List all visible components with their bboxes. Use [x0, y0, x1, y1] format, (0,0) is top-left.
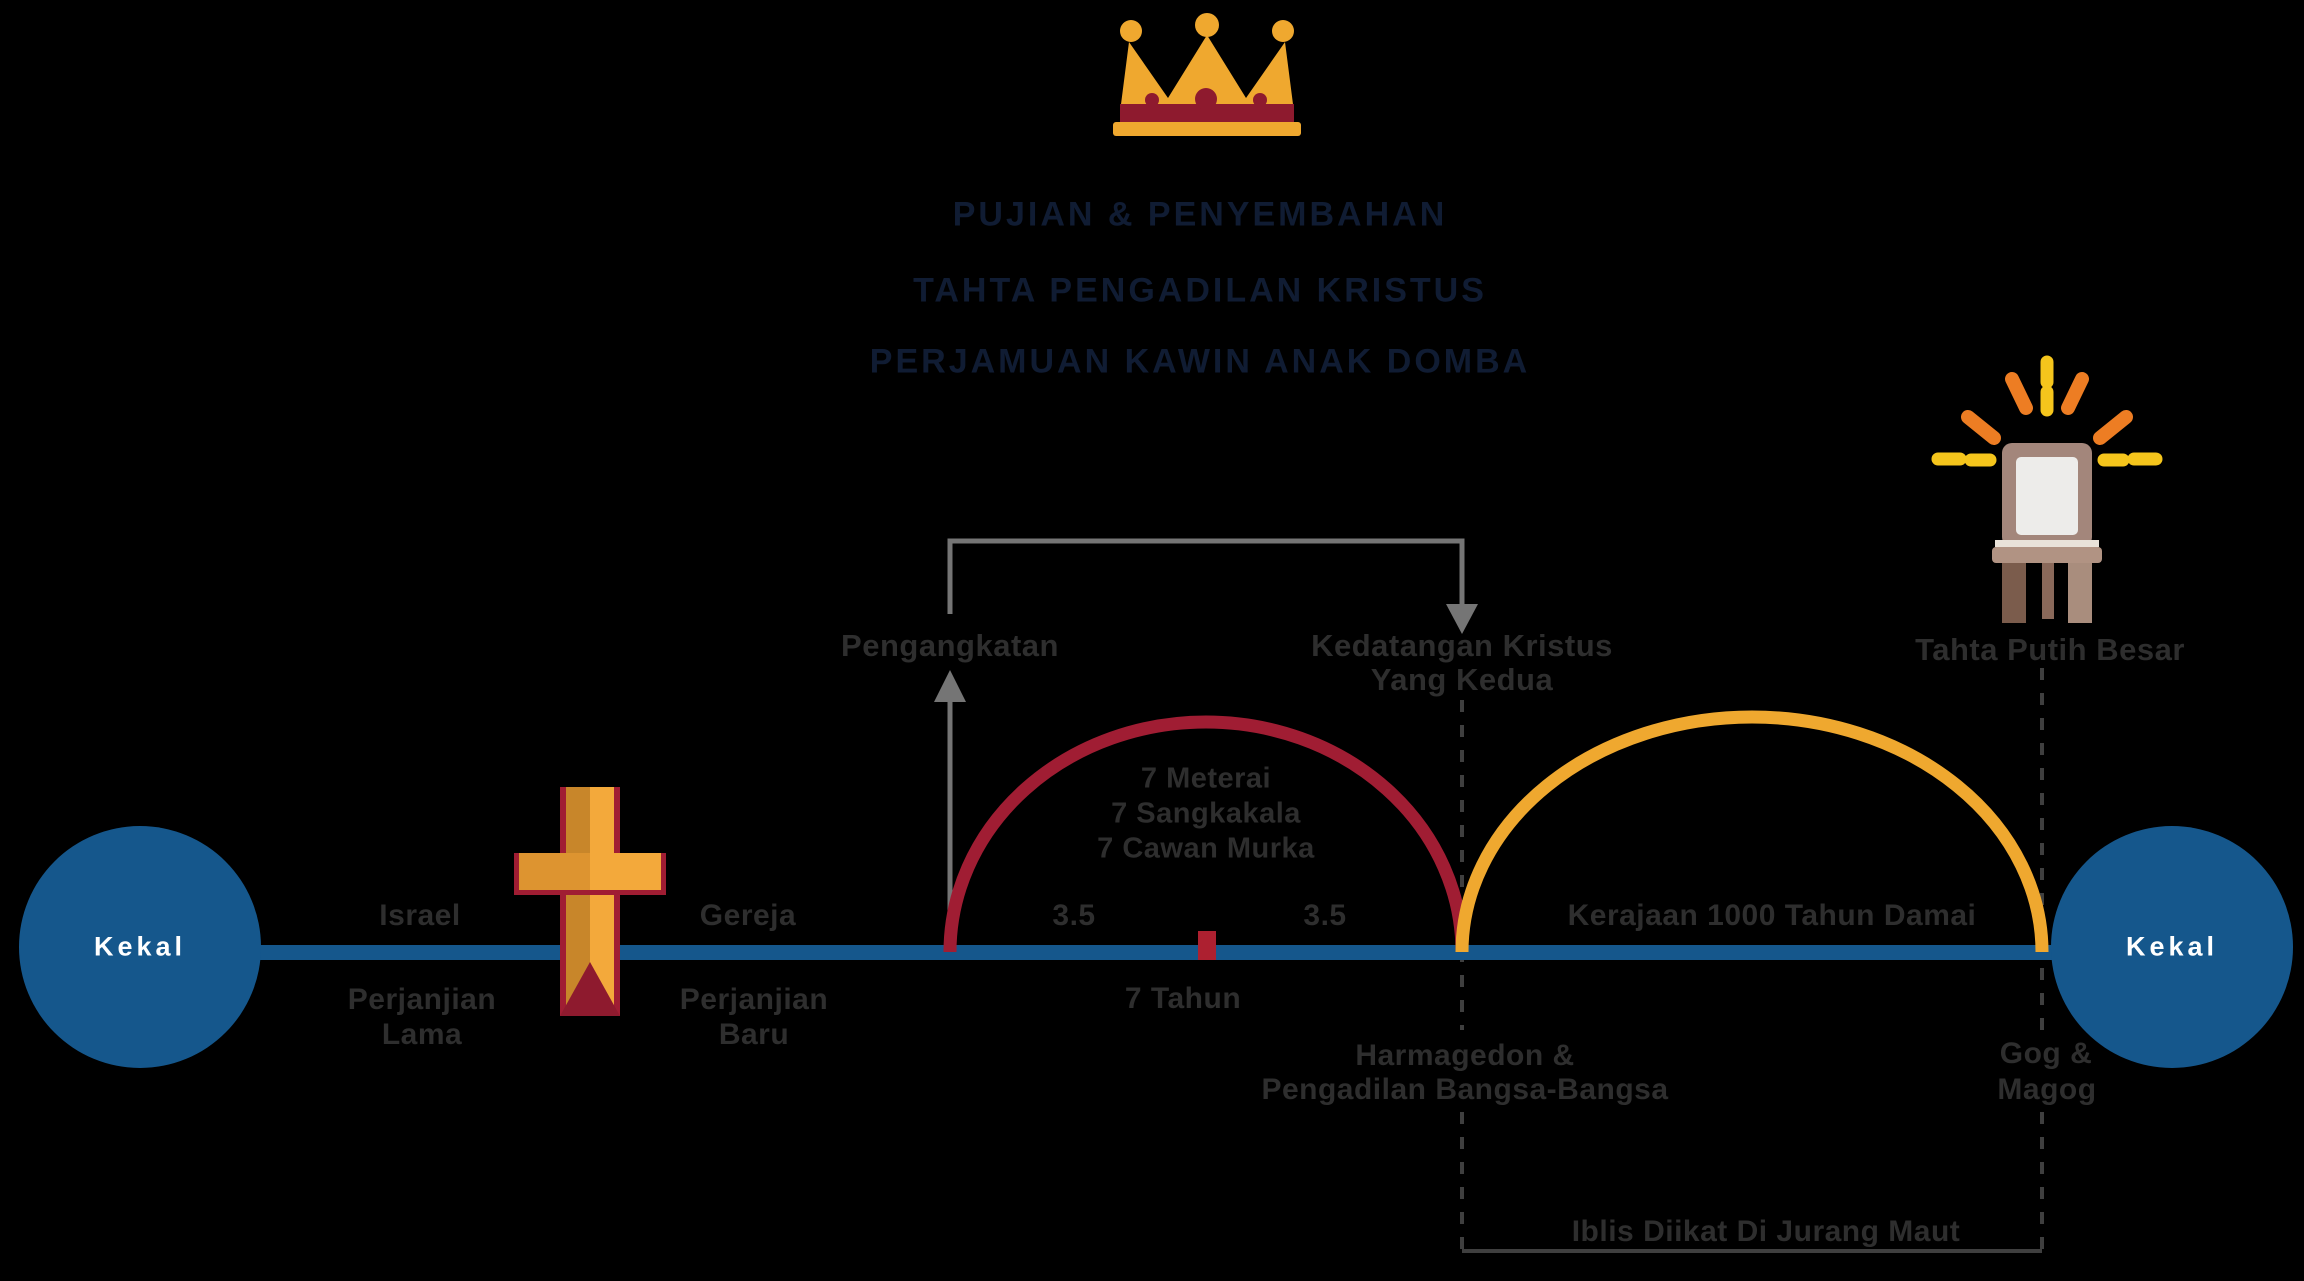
gog-magog-label-1: Gog &: [1999, 1037, 2093, 1070]
rapture-label: Pengangkatan: [841, 628, 1059, 663]
tribulation-arc: [943, 715, 1469, 953]
new-covenant-label-2: Baru: [718, 1018, 790, 1051]
seven-bowls-label: 7 Cawan Murka: [1097, 832, 1315, 865]
rapture-arrowhead: [934, 670, 966, 702]
tribulation-first-half-label: 3.5: [1052, 899, 1096, 932]
eternity-left-label: Kekal: [93, 931, 187, 962]
eternity-circle-left: [19, 826, 261, 1068]
cross-icon: [514, 787, 666, 1016]
millennium-label: Kerajaan 1000 Tahun Damai: [1567, 899, 1977, 932]
seven-seals-label: 7 Meterai: [1140, 762, 1272, 795]
heaven-title-judgment-seat: TAHTA PENGADILAN KRISTUS: [913, 271, 1487, 310]
armageddon-label-2: Pengadilan Bangsa-Bangsa: [1261, 1073, 1669, 1106]
satan-bound-label: Iblis Diikat Di Jurang Maut: [1571, 1215, 1961, 1248]
heaven-bracket: [947, 538, 1465, 614]
eternity-right-label: Kekal: [2125, 931, 2219, 962]
heaven-title-praise: PUJIAN & PENYEMBAHAN: [952, 195, 1448, 234]
eternity-circle-right: [2051, 826, 2293, 1068]
second-coming-label-2: Yang Kedua: [1370, 662, 1554, 697]
white-throne-label: Tahta Putih Besar: [1915, 632, 2185, 667]
mid-tribulation-tick: [1198, 931, 1216, 960]
throne-icon: [1931, 355, 2163, 623]
seven-trumpets-label: 7 Sangkakala: [1111, 797, 1301, 830]
timeline-bar: [140, 945, 2172, 960]
gog-magog-label-2: Magog: [1997, 1073, 2097, 1106]
heaven-title-marriage-supper: PERJAMUAN KAWIN ANAK DOMBA: [869, 342, 1531, 381]
second-coming-label-1: Kedatangan Kristus: [1311, 628, 1613, 663]
new-covenant-label-1: Perjanjian: [679, 983, 829, 1016]
israel-label: Israel: [379, 899, 461, 932]
armageddon-label-1: Harmagedon &: [1355, 1039, 1575, 1072]
church-label: Gereja: [699, 899, 797, 932]
seven-years-label: 7 Tahun: [1124, 982, 1242, 1015]
old-covenant-label-2: Lama: [381, 1018, 463, 1051]
millennium-arc: [1455, 710, 2049, 953]
second-coming-arrowhead: [1446, 604, 1478, 634]
crown-icon: [1113, 13, 1301, 136]
old-covenant-label-1: Perjanjian: [347, 983, 497, 1016]
tribulation-second-half-label: 3.5: [1303, 899, 1347, 932]
